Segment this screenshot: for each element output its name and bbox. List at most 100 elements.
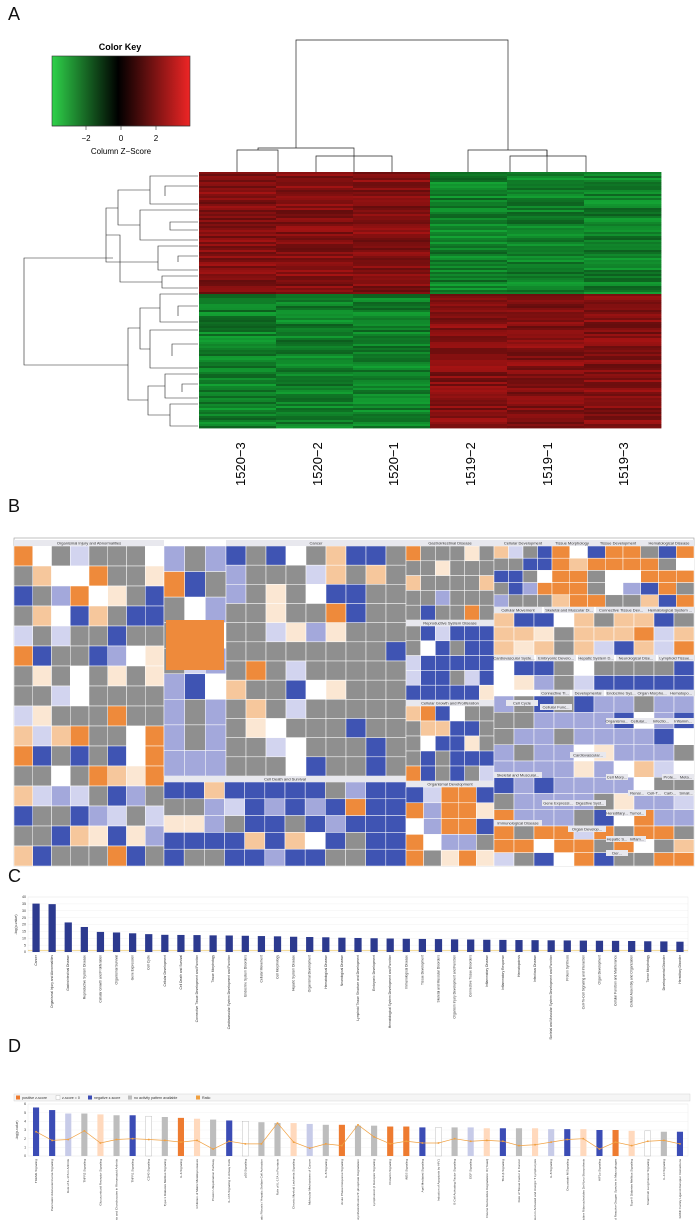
- heatmap-cell: [276, 238, 354, 241]
- heatmap-cell: [276, 364, 354, 367]
- heatmap-cell: [507, 374, 585, 377]
- chart-c-bar: [96, 931, 105, 952]
- heatmap-cell: [584, 360, 662, 363]
- treemap-tile: [145, 585, 165, 607]
- treemap-tile: [88, 565, 108, 587]
- chart-d-xtick: Production of Nitric Oxide and Reactive …: [614, 1159, 618, 1220]
- treemap-tile: [440, 802, 460, 819]
- heatmap-cell: [430, 358, 508, 361]
- heatmap-cell: [507, 314, 585, 317]
- heatmap-cell: [584, 402, 662, 405]
- heatmap-cell: [430, 198, 508, 201]
- chart-c-ytick: 15: [22, 930, 26, 934]
- treemap-tile: [32, 785, 52, 807]
- heatmap-cell: [276, 408, 354, 411]
- treemap-tile: [673, 809, 695, 827]
- treemap-tile: [13, 745, 33, 767]
- heatmap-cell: [507, 192, 585, 195]
- chart-c-bar: [48, 904, 56, 952]
- color-key-title: Color Key: [99, 42, 142, 52]
- treemap-tile: [70, 665, 90, 687]
- heatmap-cell: [276, 292, 354, 295]
- heatmap-cell: [199, 246, 277, 249]
- heatmap-cell: [199, 322, 277, 325]
- heatmap-cell: [276, 182, 354, 185]
- heatmap-cell: [430, 272, 508, 275]
- treemap-tile: [224, 815, 245, 833]
- treemap-tile: [479, 640, 495, 656]
- heatmap-cell: [507, 282, 585, 285]
- treemap-tile: [365, 584, 387, 604]
- heatmap-cell: [353, 394, 431, 397]
- heatmap-cell: [276, 332, 354, 335]
- treemap-tile: [622, 582, 641, 596]
- heatmap-cell: [276, 380, 354, 383]
- treemap-tile: [493, 777, 515, 794]
- heatmap-cell: [584, 234, 662, 237]
- heatmap-cell: [199, 274, 277, 277]
- treemap-tile: [435, 684, 451, 701]
- chart-c-bar: [112, 932, 121, 952]
- heatmap-cell: [507, 210, 585, 213]
- heatmap-cell: [430, 316, 508, 319]
- treemap-tile: [676, 557, 695, 571]
- heatmap-cell: [353, 336, 431, 339]
- chart-d-xtick: Glucocorticoid Receptor Signaling: [98, 1159, 102, 1206]
- heatmap-cell: [507, 196, 585, 199]
- treemap-tile: [345, 798, 366, 816]
- heatmap-cell: [584, 372, 662, 375]
- chart-d-ratio-point: [325, 1143, 327, 1145]
- chart-c-bar: [161, 934, 169, 952]
- heatmap-cell: [276, 206, 354, 209]
- treemap-tile: [51, 625, 71, 647]
- chart-d-bar: [242, 1121, 249, 1157]
- treemap-tile: [13, 725, 33, 747]
- treemap-tile: [569, 594, 588, 608]
- treemap-tile: [537, 582, 553, 596]
- treemap-header: Organismal Development: [427, 782, 473, 787]
- treemap-tile: [70, 745, 90, 767]
- heatmap-cell: [507, 348, 585, 351]
- treemap-tile: [145, 645, 165, 667]
- chart-c-xtick: Cell Morphology: [276, 955, 280, 979]
- heatmap-cell: [430, 304, 508, 307]
- heatmap-cell: [353, 404, 431, 407]
- treemap-tile: [365, 815, 387, 833]
- treemap-tile: [533, 640, 555, 656]
- heatmap-cell: [353, 350, 431, 353]
- heatmap-cell: [199, 424, 277, 427]
- chart-c-bar: [289, 936, 298, 952]
- treemap-tile: [305, 679, 327, 700]
- heatmap-cell: [199, 234, 277, 237]
- heatmap-cell: [276, 278, 354, 281]
- heatmap-cell: [353, 190, 431, 193]
- heatmap-cell: [353, 310, 431, 313]
- treemap-tile: [673, 626, 695, 642]
- heatmap-cell: [430, 260, 508, 263]
- chart-d-bar: [612, 1130, 619, 1156]
- chart-d-ratio-point: [292, 1141, 295, 1143]
- heatmap-cell: [199, 220, 277, 223]
- treemap-tile: [405, 684, 421, 701]
- heatmap-cell: [430, 390, 508, 393]
- heatmap-cell: [430, 302, 508, 305]
- heatmap-cell: [584, 376, 662, 379]
- chart-c-xtick: Tissue Development: [420, 955, 424, 985]
- heatmap-cell: [276, 236, 354, 239]
- chart-d-xtick: B Cell Activating Factor Signaling: [453, 1159, 457, 1205]
- treemap-tile: [305, 737, 327, 758]
- chart-c-bar: [354, 937, 362, 953]
- heatmap-cell: [276, 340, 354, 343]
- treemap-tile: [479, 720, 495, 737]
- heatmap-cell: [430, 348, 508, 351]
- chart-d-ratio-point: [83, 1130, 86, 1132]
- treemap-tile: [365, 679, 387, 700]
- heatmap-cell: [430, 340, 508, 343]
- heatmap-cell: [276, 416, 354, 419]
- treemap-tile: [365, 545, 387, 566]
- heatmap-cell: [430, 180, 508, 183]
- heatmap-cell: [199, 354, 277, 357]
- heatmap-cell: [353, 256, 431, 259]
- heatmap-cell: [507, 222, 585, 225]
- heatmap-cell: [430, 356, 508, 359]
